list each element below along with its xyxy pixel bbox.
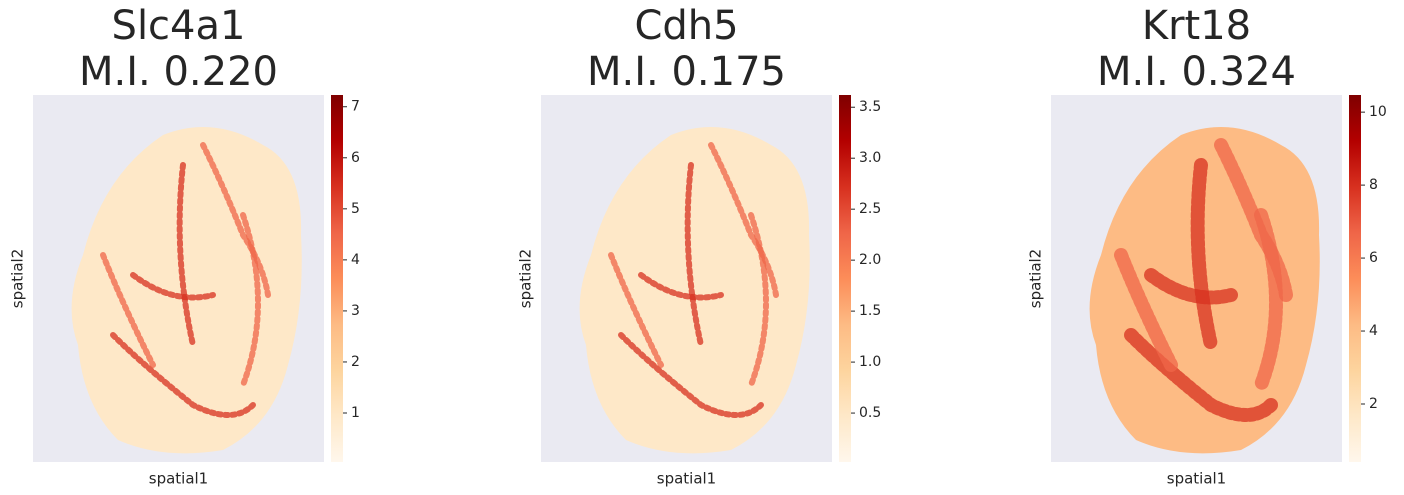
colorbar-tick-label: 2	[351, 354, 360, 370]
tissue	[579, 127, 810, 454]
chart-subtitle: M.I. 0.220	[79, 49, 278, 95]
colorbar-tick-label: 1	[351, 405, 360, 421]
expression-streak	[608, 252, 664, 368]
chart-title: Cdh5	[634, 3, 738, 49]
y-axis-label: spatial2	[517, 249, 535, 308]
colorbar	[1349, 95, 1361, 462]
chart-title: Krt18	[1142, 3, 1251, 49]
colorbar-tick-label: 1.5	[859, 303, 881, 319]
chart-subtitle: M.I. 0.324	[1097, 49, 1296, 95]
expression-streak	[748, 212, 769, 388]
expression-streak	[176, 162, 196, 348]
x-axis-label: spatial1	[1167, 470, 1226, 488]
expression-streak	[110, 332, 256, 418]
colorbar-tick-label: 10	[1369, 104, 1387, 120]
expression-streak	[684, 162, 704, 348]
y-axis-label: spatial2	[1027, 249, 1045, 308]
colorbar-tick-label: 3.5	[859, 99, 881, 115]
colorbar-tick-label: 2	[1369, 396, 1378, 412]
colorbar-tick-label: 2.0	[859, 252, 881, 268]
colorbar-tick-label: 5	[351, 201, 360, 217]
expression-streak	[1124, 328, 1278, 422]
x-axis-label: spatial1	[657, 470, 716, 488]
expression-streak	[1144, 268, 1238, 305]
colorbar-tick-label: 4	[351, 252, 360, 268]
x-axis-label: spatial1	[149, 470, 208, 488]
colorbar-tick-label: 0.5	[859, 405, 881, 421]
expression-streak	[638, 272, 724, 301]
expression-streak	[1190, 158, 1218, 352]
colorbar	[331, 95, 343, 462]
chart-subtitle: M.I. 0.175	[587, 49, 786, 95]
expression-streak	[240, 212, 261, 388]
tissue	[1089, 127, 1320, 454]
colorbar	[839, 95, 851, 462]
colorbar-tick-label: 2.5	[859, 201, 881, 217]
expression-streak	[708, 142, 779, 298]
colorbar-tick-label: 1.0	[859, 354, 881, 370]
y-axis-label: spatial2	[9, 249, 27, 308]
chart-title: Slc4a1	[112, 3, 246, 49]
colorbar-tick-label: 8	[1369, 177, 1378, 193]
colorbar-tick-label: 6	[1369, 250, 1378, 266]
expression-streak	[130, 272, 216, 301]
expression-streak	[1114, 248, 1178, 372]
expression-streak	[100, 252, 156, 368]
colorbar-tick-label: 7	[351, 99, 360, 115]
expression-streak	[1254, 208, 1283, 392]
expression-streak	[200, 142, 271, 298]
expression-streak	[618, 332, 764, 418]
colorbar-tick-label: 6	[351, 150, 360, 166]
colorbar-tick-label: 4	[1369, 323, 1378, 339]
colorbar-tick-label: 3.0	[859, 150, 881, 166]
tissue	[71, 127, 302, 454]
colorbar-tick-label: 3	[351, 303, 360, 319]
